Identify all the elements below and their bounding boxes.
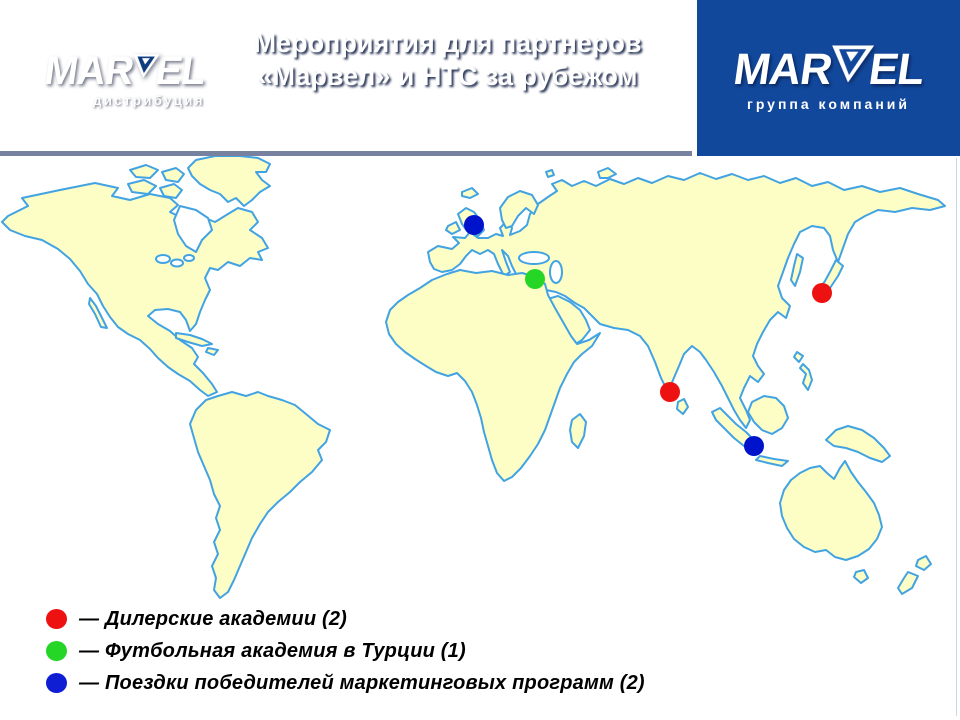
- hudson-bay: [173, 205, 213, 253]
- legend-label: — Дилерские академии (2): [79, 607, 348, 630]
- australia: [779, 460, 883, 561]
- iceland: [461, 187, 479, 199]
- title-line-2: «Марвел» и НТС за рубежом: [257, 60, 638, 91]
- continent-south-america: [189, 391, 331, 599]
- logo-caption: группа компаний: [746, 96, 911, 112]
- legend-dot-green: [46, 641, 67, 661]
- world-map: [1, 156, 946, 599]
- inland-waters: [155, 205, 563, 284]
- madagascar: [569, 413, 587, 449]
- legend-item: — Поездки победителей маркетинговых прог…: [46, 672, 645, 694]
- map-legend: — Дилерские академии (2) — Футбольная ак…: [46, 608, 645, 704]
- marker-dot: [525, 269, 545, 289]
- ireland: [445, 221, 461, 235]
- header-right-panel: MAR EL группа компаний: [697, 0, 960, 156]
- legend-dot-red: [46, 609, 67, 629]
- sri-lanka: [676, 398, 689, 415]
- marvel-group-logo: MAR EL группа компаний: [729, 44, 929, 112]
- cuba: [175, 332, 213, 347]
- legend-label: — Футбольная академия в Турции (1): [79, 639, 466, 662]
- logo-text-pre: MAR: [41, 49, 136, 93]
- logo-text-post: EL: [152, 49, 208, 93]
- great-lake: [170, 258, 184, 268]
- marker-dot: [744, 436, 764, 456]
- new-guinea: [825, 425, 891, 463]
- marvel-distribution-logo: MAR EL дистрибуция: [41, 48, 208, 108]
- greenland: [187, 156, 271, 207]
- arctic-island: [159, 183, 183, 199]
- logo-v-triangle-icon: [133, 54, 161, 78]
- philippines: [799, 363, 813, 391]
- new-zealand-north: [915, 555, 932, 571]
- hispaniola: [205, 347, 219, 356]
- marvel-wordmark: MAR EL: [725, 44, 932, 94]
- logo-v-triangle-icon: [832, 45, 875, 83]
- arctic-island: [161, 167, 185, 183]
- legend-dot-blue: [46, 673, 67, 693]
- legend-label: — Поездки победителей маркетинговых прог…: [79, 671, 645, 694]
- marvel-wordmark: MAR EL: [41, 48, 208, 93]
- borneo: [747, 395, 789, 435]
- event-markers: [464, 215, 832, 456]
- taiwan: [793, 351, 804, 363]
- continent-north-america: [1, 182, 269, 397]
- header-banner: MAR EL дистрибуция Мероприятия для партн…: [0, 0, 960, 156]
- arctic-island: [127, 179, 157, 195]
- black-sea: [518, 251, 550, 265]
- novaya-zemlya: [597, 167, 617, 179]
- java: [755, 455, 789, 467]
- arctic-island: [129, 164, 159, 179]
- logo-text-pre: MAR: [730, 45, 835, 94]
- great-lake: [155, 254, 171, 264]
- slide-title: Мероприятия для партнеров «Марвел» и НТС…: [205, 27, 690, 93]
- marker-dot: [812, 283, 832, 303]
- continent-africa: [385, 269, 601, 482]
- legend-item: — Дилерские академии (2): [46, 608, 645, 630]
- slide-right-edge-line: [956, 158, 957, 716]
- marker-dot: [660, 382, 680, 402]
- title-line-1: Мероприятия для партнеров: [253, 28, 642, 58]
- header-separator: [692, 0, 697, 156]
- header-left-panel: MAR EL дистрибуция Мероприятия для партн…: [0, 0, 692, 156]
- marker-dot: [464, 215, 484, 235]
- baja-california: [88, 297, 108, 329]
- scandinavia: [499, 190, 539, 229]
- legend-item: — Футбольная академия в Турции (1): [46, 640, 645, 662]
- logo-text-post: EL: [865, 45, 927, 94]
- tasmania: [853, 569, 869, 584]
- great-lake: [183, 254, 195, 262]
- sakhalin: [790, 253, 804, 287]
- logo-caption: дистрибуция: [93, 93, 205, 108]
- new-zealand-south: [897, 571, 919, 595]
- continent-eurasia: [427, 172, 946, 429]
- caspian-sea: [549, 260, 563, 284]
- svalbard: [545, 169, 555, 178]
